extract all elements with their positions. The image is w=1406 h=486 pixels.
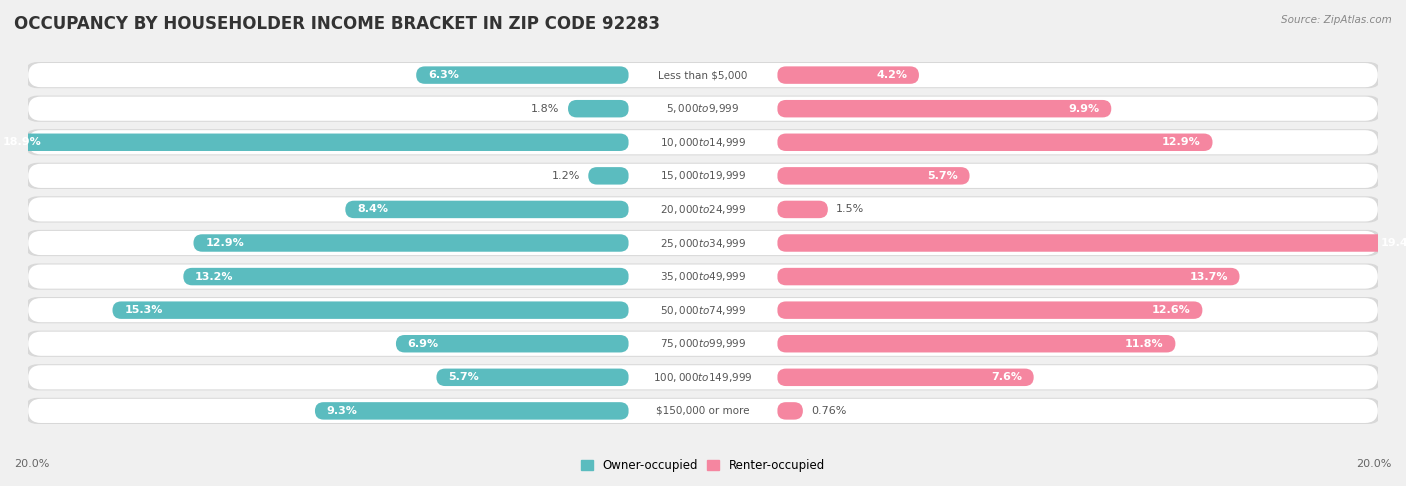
Text: 20.0%: 20.0% bbox=[14, 459, 49, 469]
FancyBboxPatch shape bbox=[25, 62, 1381, 88]
Text: 9.3%: 9.3% bbox=[326, 406, 357, 416]
Text: 5.7%: 5.7% bbox=[927, 171, 957, 181]
FancyBboxPatch shape bbox=[628, 334, 778, 353]
FancyBboxPatch shape bbox=[28, 231, 1378, 255]
FancyBboxPatch shape bbox=[416, 67, 628, 84]
Text: $150,000 or more: $150,000 or more bbox=[657, 406, 749, 416]
FancyBboxPatch shape bbox=[28, 298, 1378, 322]
FancyBboxPatch shape bbox=[0, 134, 628, 151]
Text: Less than $5,000: Less than $5,000 bbox=[658, 70, 748, 80]
Text: 11.8%: 11.8% bbox=[1125, 339, 1164, 349]
Text: $10,000 to $14,999: $10,000 to $14,999 bbox=[659, 136, 747, 149]
Text: 1.2%: 1.2% bbox=[551, 171, 579, 181]
Text: 13.2%: 13.2% bbox=[195, 272, 233, 281]
FancyBboxPatch shape bbox=[588, 167, 628, 185]
Text: 0.76%: 0.76% bbox=[811, 406, 846, 416]
FancyBboxPatch shape bbox=[25, 364, 1381, 390]
FancyBboxPatch shape bbox=[628, 166, 778, 185]
Text: 1.5%: 1.5% bbox=[837, 205, 865, 214]
Text: 5.7%: 5.7% bbox=[449, 372, 479, 382]
FancyBboxPatch shape bbox=[25, 129, 1381, 156]
FancyBboxPatch shape bbox=[778, 234, 1406, 252]
FancyBboxPatch shape bbox=[28, 164, 1378, 188]
Text: $50,000 to $74,999: $50,000 to $74,999 bbox=[659, 304, 747, 317]
Text: $20,000 to $24,999: $20,000 to $24,999 bbox=[659, 203, 747, 216]
Text: 13.7%: 13.7% bbox=[1189, 272, 1227, 281]
FancyBboxPatch shape bbox=[25, 398, 1381, 424]
FancyBboxPatch shape bbox=[25, 96, 1381, 122]
FancyBboxPatch shape bbox=[315, 402, 628, 419]
FancyBboxPatch shape bbox=[778, 134, 1212, 151]
Text: 4.2%: 4.2% bbox=[876, 70, 907, 80]
Text: $75,000 to $99,999: $75,000 to $99,999 bbox=[659, 337, 747, 350]
Text: 6.3%: 6.3% bbox=[427, 70, 458, 80]
Text: $35,000 to $49,999: $35,000 to $49,999 bbox=[659, 270, 747, 283]
FancyBboxPatch shape bbox=[628, 267, 778, 286]
FancyBboxPatch shape bbox=[194, 234, 628, 252]
FancyBboxPatch shape bbox=[396, 335, 628, 352]
FancyBboxPatch shape bbox=[28, 365, 1378, 389]
Text: 19.4%: 19.4% bbox=[1381, 238, 1406, 248]
FancyBboxPatch shape bbox=[628, 368, 778, 387]
FancyBboxPatch shape bbox=[628, 234, 778, 252]
Text: 18.9%: 18.9% bbox=[3, 137, 42, 147]
FancyBboxPatch shape bbox=[25, 196, 1381, 223]
Text: 7.6%: 7.6% bbox=[991, 372, 1022, 382]
FancyBboxPatch shape bbox=[778, 402, 803, 419]
Text: Source: ZipAtlas.com: Source: ZipAtlas.com bbox=[1281, 15, 1392, 25]
Text: $25,000 to $34,999: $25,000 to $34,999 bbox=[659, 237, 747, 249]
FancyBboxPatch shape bbox=[628, 401, 778, 420]
FancyBboxPatch shape bbox=[628, 301, 778, 320]
FancyBboxPatch shape bbox=[28, 197, 1378, 222]
FancyBboxPatch shape bbox=[346, 201, 628, 218]
Legend: Owner-occupied, Renter-occupied: Owner-occupied, Renter-occupied bbox=[576, 455, 830, 477]
FancyBboxPatch shape bbox=[778, 67, 920, 84]
Text: 12.9%: 12.9% bbox=[205, 238, 245, 248]
FancyBboxPatch shape bbox=[28, 97, 1378, 121]
Text: 15.3%: 15.3% bbox=[124, 305, 163, 315]
FancyBboxPatch shape bbox=[183, 268, 628, 285]
FancyBboxPatch shape bbox=[25, 263, 1381, 290]
FancyBboxPatch shape bbox=[25, 163, 1381, 189]
FancyBboxPatch shape bbox=[778, 100, 1111, 118]
FancyBboxPatch shape bbox=[628, 66, 778, 85]
FancyBboxPatch shape bbox=[628, 133, 778, 152]
FancyBboxPatch shape bbox=[28, 399, 1378, 423]
FancyBboxPatch shape bbox=[778, 335, 1175, 352]
Text: 8.4%: 8.4% bbox=[357, 205, 388, 214]
Text: 1.8%: 1.8% bbox=[531, 104, 560, 114]
FancyBboxPatch shape bbox=[628, 200, 778, 219]
FancyBboxPatch shape bbox=[568, 100, 628, 118]
FancyBboxPatch shape bbox=[25, 330, 1381, 357]
Text: 12.6%: 12.6% bbox=[1152, 305, 1191, 315]
Text: 12.9%: 12.9% bbox=[1161, 137, 1201, 147]
Text: $5,000 to $9,999: $5,000 to $9,999 bbox=[666, 102, 740, 115]
FancyBboxPatch shape bbox=[28, 331, 1378, 356]
FancyBboxPatch shape bbox=[112, 301, 628, 319]
FancyBboxPatch shape bbox=[778, 368, 1033, 386]
Text: $15,000 to $19,999: $15,000 to $19,999 bbox=[659, 169, 747, 182]
FancyBboxPatch shape bbox=[436, 368, 628, 386]
FancyBboxPatch shape bbox=[25, 230, 1381, 256]
FancyBboxPatch shape bbox=[28, 63, 1378, 87]
FancyBboxPatch shape bbox=[28, 264, 1378, 289]
FancyBboxPatch shape bbox=[28, 130, 1378, 155]
Text: 6.9%: 6.9% bbox=[408, 339, 439, 349]
FancyBboxPatch shape bbox=[778, 268, 1240, 285]
FancyBboxPatch shape bbox=[628, 99, 778, 118]
FancyBboxPatch shape bbox=[25, 297, 1381, 323]
Text: OCCUPANCY BY HOUSEHOLDER INCOME BRACKET IN ZIP CODE 92283: OCCUPANCY BY HOUSEHOLDER INCOME BRACKET … bbox=[14, 15, 659, 33]
Text: 20.0%: 20.0% bbox=[1357, 459, 1392, 469]
Text: 9.9%: 9.9% bbox=[1069, 104, 1099, 114]
FancyBboxPatch shape bbox=[778, 167, 970, 185]
FancyBboxPatch shape bbox=[778, 201, 828, 218]
FancyBboxPatch shape bbox=[778, 301, 1202, 319]
Text: $100,000 to $149,999: $100,000 to $149,999 bbox=[654, 371, 752, 384]
